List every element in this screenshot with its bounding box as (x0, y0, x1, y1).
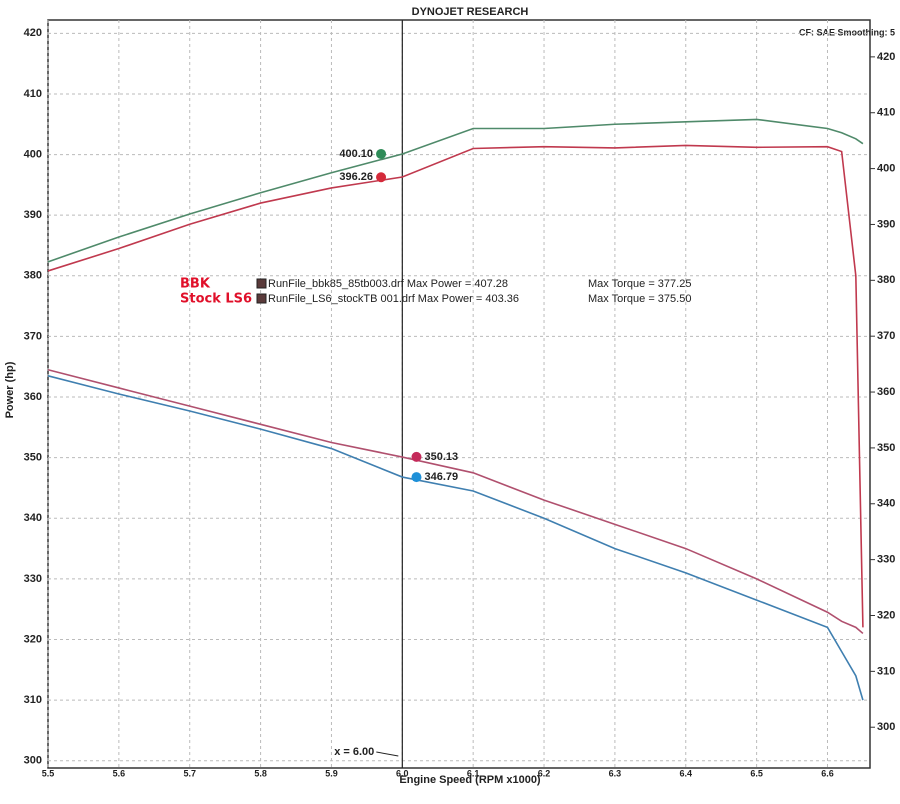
y-tick-label: 320 (24, 633, 42, 645)
chart-title: DYNOJET RESEARCH (412, 6, 529, 18)
legend-swatch (256, 293, 267, 304)
y2-tick-label: 380 (877, 274, 895, 286)
run-name: Stock LS6 (180, 292, 252, 307)
y-tick-label: 350 (24, 452, 42, 464)
x-tick-label: 6.1 (467, 768, 480, 778)
y-tick-label: 360 (24, 391, 42, 403)
y2-tick-label: 390 (877, 218, 895, 230)
x-tick-label: 6.3 (609, 768, 622, 778)
legend-torque: Max Torque = 375.50 (588, 293, 691, 305)
y-tick-label: 370 (24, 330, 42, 342)
marker-label: 396.26 (339, 171, 373, 183)
marker-label: 400.10 (339, 148, 373, 160)
y2-tick-label: 400 (877, 163, 895, 175)
y-tick-label: 420 (24, 27, 42, 39)
cursor-pointer (376, 751, 399, 757)
legend-torque: Max Torque = 377.25 (588, 278, 691, 290)
x-tick-label: 5.7 (183, 768, 196, 778)
y-tick-label: 330 (24, 573, 42, 585)
y2-tick-label: 350 (877, 442, 895, 454)
series-line (47, 368, 864, 635)
series-line (47, 118, 864, 263)
marker-dot (376, 172, 387, 183)
y-tick-label: 400 (24, 148, 42, 160)
x-tick-label: 5.8 (254, 768, 267, 778)
settings: CF: SAE Smoothing: 5 (799, 27, 895, 37)
x-tick-label: 6.0 (396, 768, 409, 778)
legend-entry: RunFile_LS6_stockTB 001.drf Max Power = … (268, 293, 519, 305)
y2-tick-label: 330 (877, 554, 895, 566)
y2-tick-label: 300 (877, 721, 895, 733)
y2-tick-label: 420 (877, 51, 895, 63)
marker-dot (376, 148, 387, 159)
cursor-label: x = 6.00 (334, 746, 374, 758)
y2-tick-label: 310 (877, 665, 895, 677)
y-tick-label: 310 (24, 694, 42, 706)
y-tick-label: 390 (24, 209, 42, 221)
x-axis-label: Engine Speed (RPM x1000) (399, 774, 541, 786)
y2-tick-label: 360 (877, 386, 895, 398)
y2-tick-label: 370 (877, 330, 895, 342)
marker-dot (411, 472, 422, 483)
x-tick-label: 6.5 (750, 768, 763, 778)
marker-label: 350.13 (424, 451, 458, 463)
marker-label: 346.79 (424, 471, 458, 483)
y2-tick-label: 320 (877, 609, 895, 621)
run-name: BBK (180, 277, 211, 292)
series-line (47, 375, 864, 701)
y-tick-label: 340 (24, 512, 42, 524)
x-tick-label: 6.2 (538, 768, 551, 778)
y-tick-label: 380 (24, 270, 42, 282)
legend-entry: RunFile_bbk85_85tb003.drf Max Power = 40… (268, 278, 508, 290)
series-line (47, 144, 864, 628)
legend-swatch (256, 278, 267, 289)
x-tick-label: 6.6 (821, 768, 834, 778)
y2-tick-label: 410 (877, 107, 895, 119)
x-tick-label: 5.9 (325, 768, 338, 778)
y-tick-label: 300 (24, 755, 42, 767)
y-axis-label: Power (hp) (4, 361, 16, 418)
y-tick-label: 410 (24, 88, 42, 100)
x-tick-label: 5.5 (42, 768, 55, 778)
x-tick-label: 6.4 (680, 768, 693, 778)
x-tick-label: 5.6 (113, 768, 126, 778)
y2-tick-label: 340 (877, 498, 895, 510)
marker-dot (411, 451, 422, 462)
